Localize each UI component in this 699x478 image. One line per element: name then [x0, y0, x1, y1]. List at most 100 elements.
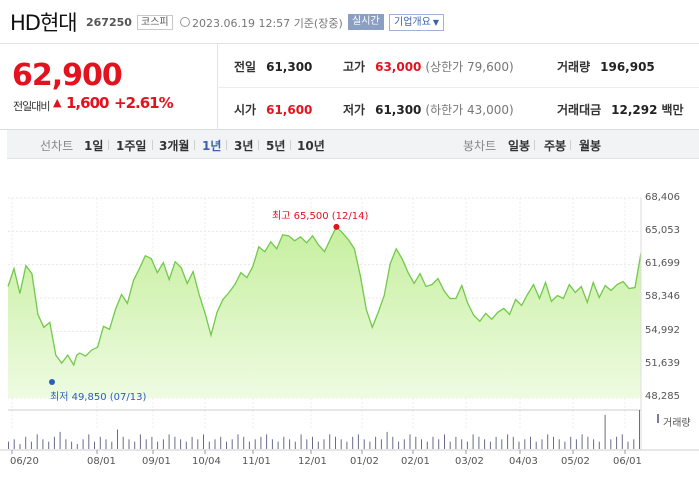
volume-bar [587, 436, 589, 449]
volume-bar [369, 441, 371, 449]
volume-bar [357, 434, 359, 449]
volume-bar [254, 439, 256, 450]
volume-bar [438, 439, 440, 450]
volume-bar [352, 436, 354, 449]
volume-bar [145, 439, 147, 450]
tab-3month[interactable]: 3개월 [159, 139, 190, 153]
candle-chart-label: 봉차트 [463, 139, 497, 153]
volume-bar [36, 434, 38, 449]
volume-bar [76, 444, 78, 449]
volume-bar [260, 436, 262, 449]
prev-close-label: 전일 [234, 60, 257, 74]
volume-bar [128, 439, 130, 450]
low-price: 저가 61,300 (하한가 43,000) [343, 101, 514, 118]
volume-bar [627, 441, 629, 449]
volume-bar [489, 441, 491, 449]
prev-close-value: 61,300 [266, 60, 313, 74]
volume-bar [558, 439, 560, 450]
volume-bar [484, 439, 486, 450]
high-price: 고가 63,000 (상한가 79,600) [343, 58, 514, 75]
tab-1year[interactable]: 1년 [202, 139, 222, 153]
volume-bar [271, 439, 273, 450]
x-tick: 03/02 [455, 456, 484, 467]
volume-bar [535, 441, 537, 449]
volume-bar [237, 434, 239, 449]
tab-monthly-candle[interactable]: 월봉 [579, 139, 602, 153]
chart-tab-bar: 선차트 1일 1주일 3개월 1년 3년 5년 10년 봉차트 일봉 주봉 월봉 [7, 130, 699, 159]
trade-value-value: 12,292 [611, 103, 658, 117]
volume-bar [472, 434, 474, 449]
volume-bar [277, 441, 279, 449]
volume-bar [616, 436, 618, 449]
volume-bar [426, 441, 428, 449]
stock-header: HD현대 267250 코스피 2023.06.19 12:57 기준(장중) … [0, 0, 699, 44]
volume-bar [157, 441, 159, 449]
x-tick: 01/02 [350, 456, 379, 467]
volume-bar [214, 439, 216, 450]
line-chart-label: 선차트 [40, 139, 74, 153]
volume-bar [289, 439, 291, 450]
volume-bar [191, 436, 193, 449]
x-tick: 04/03 [509, 456, 538, 467]
y-tick: 61,699 [645, 258, 680, 269]
volume-label: 거래량 [557, 60, 591, 74]
volume-bar [375, 436, 377, 449]
price-area [8, 226, 641, 398]
volume-bar [185, 441, 187, 449]
stock-name: HD현대 [10, 11, 78, 35]
volume-bar [88, 434, 90, 449]
volume-bar [518, 441, 520, 449]
divider [290, 140, 291, 150]
volume-bar [633, 439, 635, 450]
volume-bar [180, 439, 182, 450]
volume-bar [593, 439, 595, 450]
tab-1week[interactable]: 1주일 [116, 139, 147, 153]
volume-bar [598, 441, 600, 449]
volume-bar [42, 439, 44, 450]
volume-bar [134, 441, 136, 449]
low-label: 저가 [343, 103, 366, 117]
volume-bar [139, 434, 141, 449]
volume-bar [168, 434, 170, 449]
tab-3year[interactable]: 3년 [234, 139, 254, 153]
x-tick: 06/01 [613, 456, 642, 467]
volume-bar [461, 439, 463, 450]
volume-bar [266, 434, 268, 449]
volume-value: 196,905 [600, 60, 655, 74]
volume-bar [197, 439, 199, 450]
company-info-button[interactable]: 기업개요 ▼ [389, 14, 444, 31]
tab-weekly-candle[interactable]: 주봉 [544, 139, 567, 153]
volume-bar [415, 436, 417, 449]
volume-bar [82, 439, 84, 450]
open-value: 61,600 [266, 103, 313, 117]
tab-5year[interactable]: 5년 [266, 139, 286, 153]
volume-bar [512, 436, 514, 449]
volume-bar [59, 431, 61, 449]
x-tick: 06/20 [10, 456, 39, 467]
company-info-label: 기업개요 [394, 17, 431, 28]
compare-label: 전일대비 [13, 100, 50, 113]
volume-bar [294, 441, 296, 449]
y-tick: 48,285 [645, 391, 680, 402]
tab-daily-candle[interactable]: 일봉 [508, 139, 531, 153]
volume-bar [392, 436, 394, 449]
volume-bar [581, 434, 583, 449]
volume-bar [363, 439, 365, 450]
price-chart[interactable]: 68,406 65,053 61,699 58,346 54,992 51,63… [0, 188, 699, 478]
volume-bar [530, 436, 531, 449]
volume-bar [19, 444, 21, 449]
tab-1day[interactable]: 1일 [84, 139, 104, 153]
volume-bar [94, 441, 95, 449]
volume-bar [346, 441, 348, 449]
volume-bar [386, 431, 388, 449]
trade-value-unit: 백만 [661, 103, 684, 117]
divider [194, 140, 195, 150]
high-label: 고가 [343, 60, 366, 74]
price-summary: 62,900 전일대비 ▲ 1,600 +2.61% 전일 61,300 고가 63… [0, 44, 699, 130]
tab-10year[interactable]: 10년 [297, 139, 325, 153]
volume-bar [25, 436, 27, 449]
change-rate: +2.61% [114, 94, 174, 112]
basis-text: 기준(장중) [293, 17, 343, 30]
y-tick: 58,346 [645, 291, 680, 302]
volume-bar [65, 439, 67, 450]
